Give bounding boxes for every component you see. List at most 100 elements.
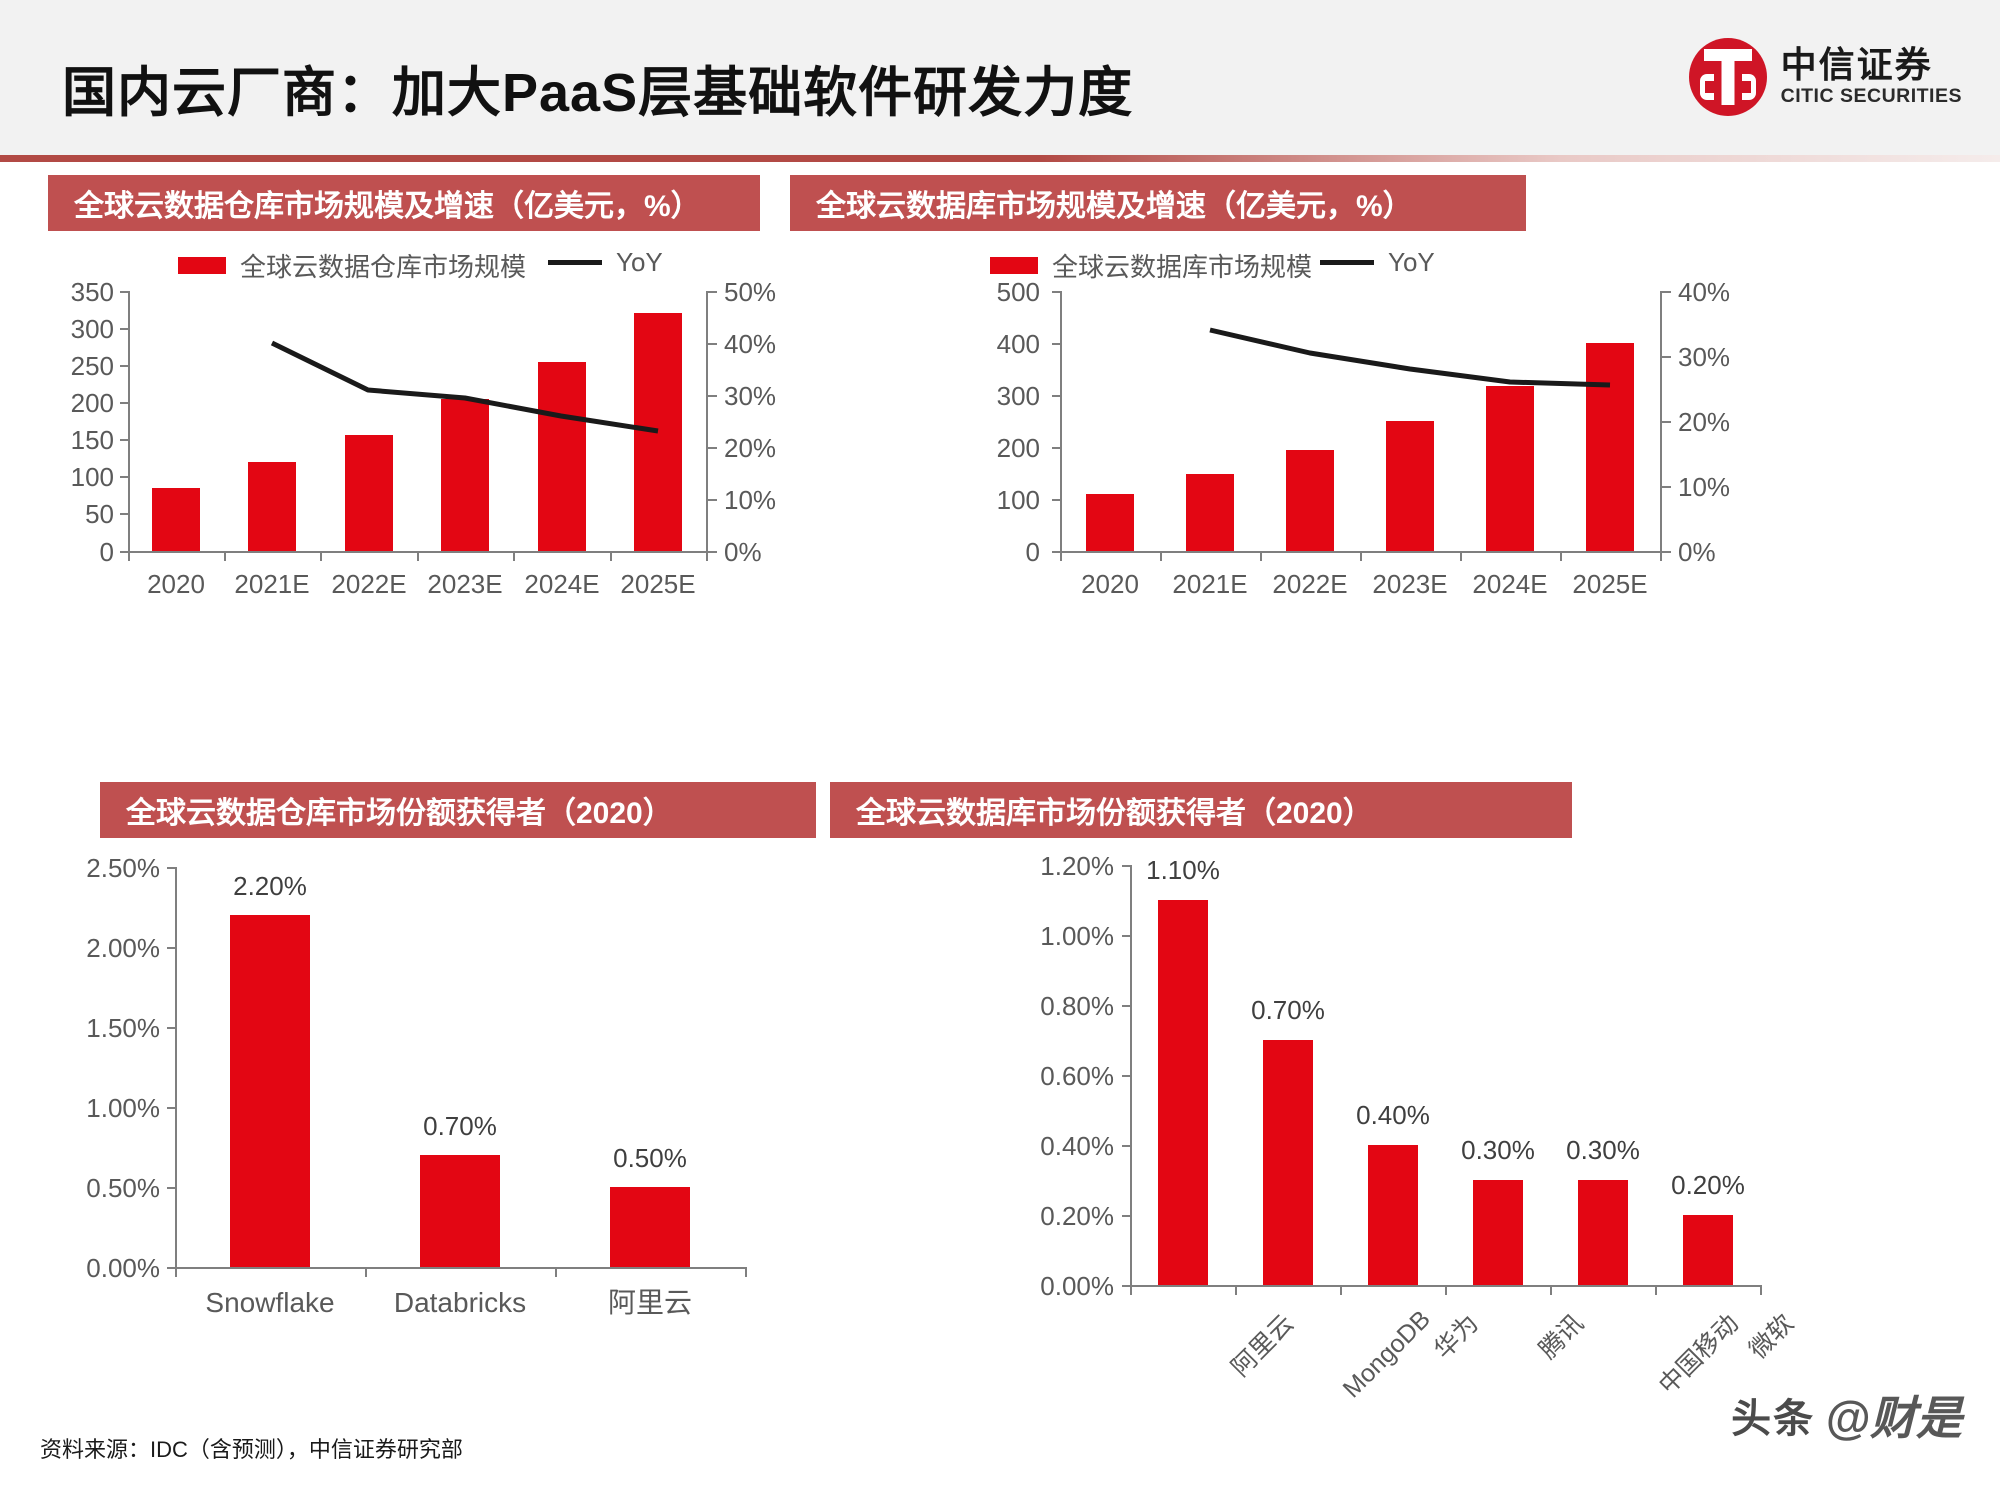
y2-tick-0: 0% (724, 537, 762, 567)
bar-huawei (1368, 1145, 1418, 1285)
y-axis-left-line (128, 291, 130, 553)
legend-label-yoy: YoY (616, 247, 663, 277)
y-axis-line (175, 867, 177, 1267)
legend-line-icon (548, 260, 602, 265)
y-tick-300: 300 (996, 381, 1040, 411)
y-tick-120: 1.20% (1040, 851, 1114, 881)
x-label-alibaba-cloud: 阿里云 (607, 1287, 692, 1318)
bar-2020 (1086, 494, 1134, 551)
value-label-tencent: 0.30% (1461, 1135, 1535, 1165)
legend-tl-line: YoY (548, 247, 663, 278)
chart-cloud-data-warehouse-market: 全球云数据仓库市场规模 YoY 350 300 250 200 150 100 … (48, 231, 928, 651)
value-label-mongodb: 0.70% (1251, 995, 1325, 1025)
y-tick-400: 400 (996, 329, 1040, 359)
y-tick-060: 0.60% (1040, 1061, 1114, 1091)
x-label-huawei: 华为 (1428, 1309, 1485, 1365)
x-label-tencent: 腾讯 (1533, 1309, 1590, 1365)
logo-text-block: 中信证券 CITIC SECURITIES (1780, 44, 1962, 108)
bar-2023E (441, 399, 489, 551)
logo-english-name: CITIC SECURITIES (1780, 85, 1962, 108)
y2-tick-40: 40% (724, 329, 777, 359)
legend-tl-bar: 全球云数据仓库市场规模 (178, 247, 526, 284)
y2-tick-50: 50% (724, 277, 777, 307)
bar-2021E (1186, 474, 1234, 551)
y-tick-000: 0.00% (86, 1253, 160, 1283)
bar-2025E (634, 313, 682, 551)
y2-tick-20: 20% (1678, 407, 1731, 437)
x-label-mongodb: MongoDB (1337, 1305, 1436, 1404)
bar-2024E (538, 362, 586, 551)
legend-label-yoy: YoY (1388, 247, 1435, 277)
header-divider (0, 155, 2000, 162)
y-tick-50: 50 (85, 499, 114, 529)
x-label-2023E: 2023E (1372, 569, 1448, 599)
y-tick-250: 2.50% (86, 853, 160, 883)
y-tick-200: 200 (70, 388, 114, 418)
x-label-2022E: 2022E (331, 569, 407, 599)
y-tick-050: 0.50% (86, 1173, 160, 1203)
value-label-microsoft: 0.20% (1671, 1170, 1745, 1200)
y-tick-100: 100 (996, 485, 1040, 515)
panel-title-bottom-right: 全球云数据库市场份额获得者（2020） (830, 782, 1572, 838)
source-note: 资料来源：IDC（含预测），中信证券研究部 (40, 1437, 463, 1462)
legend-line-icon (1320, 260, 1374, 265)
slide-header (0, 0, 2000, 160)
panel-cloud-database-share: 全球云数据库市场份额获得者（2020） (830, 782, 1572, 838)
x-axis-line (175, 1267, 745, 1269)
y-tick-020: 0.20% (1040, 1201, 1114, 1231)
bar-alibaba-cloud (1158, 900, 1208, 1285)
citic-logo-icon (1688, 38, 1767, 116)
watermark-caishi: @财是 (1825, 1392, 1962, 1444)
bar-2021E (248, 462, 296, 551)
x-label-2020: 2020 (1081, 569, 1139, 599)
logo-right-c-icon (1741, 74, 1756, 100)
value-label-china-mobile: 0.30% (1566, 1135, 1640, 1165)
x-label-2025E: 2025E (1572, 569, 1648, 599)
y-tick-200: 200 (996, 433, 1040, 463)
y-tick-100: 1.00% (1040, 921, 1114, 951)
y-tick-100: 100 (70, 462, 114, 492)
panel-cloud-data-warehouse-market: 全球云数据仓库市场规模及增速（亿美元，%） (48, 175, 760, 231)
yoy-line-series (270, 340, 659, 434)
y2-tick-10: 10% (1678, 472, 1731, 502)
y2-tick-30: 30% (1678, 342, 1731, 372)
x-label-databricks: Databricks (393, 1287, 527, 1318)
legend-tr-bar: 全球云数据库市场规模 (990, 247, 1312, 284)
logo-chinese-name: 中信证券 (1780, 44, 1933, 86)
y-tick-350: 350 (70, 277, 114, 307)
x-label-2024E: 2024E (1472, 569, 1548, 599)
y-tick-200: 2.00% (86, 933, 160, 963)
y-tick-0: 0 (99, 537, 114, 567)
y-tick-100: 1.00% (86, 1093, 160, 1123)
panel-title-top-left: 全球云数据仓库市场规模及增速（亿美元，%） (48, 175, 760, 231)
chart-cloud-database-share: 1.20% 1.00% 0.80% 0.60% 0.40% 0.20% 0.00… (790, 845, 1970, 1403)
bar-snowflake (230, 915, 310, 1267)
bar-alibaba-cloud (610, 1187, 690, 1267)
x-label-2024E: 2024E (524, 569, 600, 599)
watermark: 头条 @财是 (1731, 1382, 1962, 1448)
y2-tick-10: 10% (724, 485, 777, 515)
x-label-microsoft: 微软 (1743, 1309, 1800, 1365)
legend-tr-line: YoY (1320, 247, 1435, 278)
y-tick-150: 1.50% (86, 1013, 160, 1043)
bar-2025E (1586, 343, 1634, 551)
legend-swatch-icon (178, 257, 226, 274)
y-tick-000: 0.00% (1040, 1271, 1114, 1301)
legend-swatch-icon (990, 257, 1038, 274)
y-tick-500: 500 (996, 277, 1040, 307)
value-label-huawei: 0.40% (1356, 1100, 1430, 1130)
value-label-alibaba-cloud: 1.10% (1146, 855, 1220, 885)
value-label-databricks: 0.70% (423, 1111, 497, 1141)
watermark-toutiao: 头条 (1731, 1397, 1816, 1441)
y-tick-0: 0 (1025, 537, 1040, 567)
x-label-2025E: 2025E (620, 569, 696, 599)
y-tick-300: 300 (70, 314, 114, 344)
bar-2023E (1386, 421, 1434, 551)
bar-microsoft (1683, 1215, 1733, 1285)
x-label-2021E: 2021E (1172, 569, 1248, 599)
y-tick-040: 0.40% (1040, 1131, 1114, 1161)
value-label-snowflake: 2.20% (233, 871, 307, 901)
x-label-snowflake: Snowflake (205, 1287, 335, 1318)
logo-left-c-icon (1699, 74, 1714, 100)
